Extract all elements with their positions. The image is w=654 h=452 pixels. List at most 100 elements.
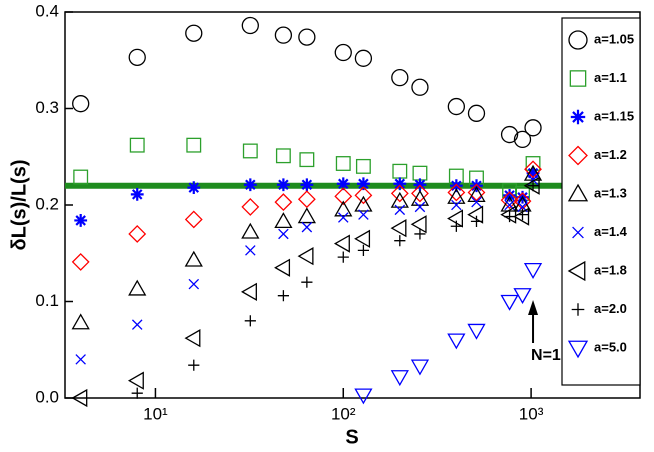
marker: [527, 180, 539, 192]
marker: [357, 244, 370, 256]
marker: [241, 198, 260, 216]
marker: [572, 226, 584, 239]
marker: [241, 222, 260, 239]
marker: [500, 205, 517, 224]
marker: [447, 187, 466, 204]
marker: [334, 187, 353, 206]
marker: [75, 354, 86, 365]
legend-label: a=1.3: [594, 185, 627, 200]
marker: [297, 247, 314, 266]
marker: [185, 24, 203, 42]
marker: [410, 359, 430, 376]
marker: [447, 97, 466, 116]
marker: [500, 125, 519, 144]
marker: [299, 152, 315, 168]
marker: [450, 220, 462, 232]
marker: [570, 109, 586, 125]
marker: [334, 43, 352, 62]
marker: [447, 209, 464, 228]
marker: [568, 30, 588, 50]
marker: [414, 228, 426, 240]
marker: [278, 228, 289, 240]
marker: [500, 294, 519, 311]
marker: [184, 250, 203, 267]
legend-label: a=1.1: [594, 70, 627, 85]
marker: [300, 178, 314, 192]
marker: [513, 207, 530, 226]
x-axis-label: S: [345, 426, 358, 448]
marker: [526, 166, 540, 180]
marker: [503, 210, 516, 223]
marker: [277, 290, 289, 302]
marker: [394, 235, 406, 247]
marker: [354, 49, 373, 67]
legend-label: a=1.2: [594, 147, 627, 162]
marker: [516, 209, 529, 221]
marker: [467, 323, 486, 340]
marker: [276, 178, 290, 192]
marker: [467, 205, 484, 224]
x-tick-label: 10¹: [143, 404, 168, 423]
marker: [73, 169, 89, 185]
marker: [354, 186, 373, 205]
marker: [297, 190, 316, 209]
marker: [274, 258, 291, 277]
legend-label: a=5.0: [594, 339, 627, 354]
marker: [449, 179, 463, 193]
y-tick-label: 0.0: [35, 387, 59, 406]
marker: [131, 387, 143, 399]
marker: [523, 176, 540, 195]
marker: [391, 68, 409, 87]
marker: [243, 178, 257, 192]
marker: [411, 184, 429, 203]
marker: [274, 212, 293, 229]
y-axis-label: δL(s)/L(s): [8, 159, 30, 250]
legend-label: a=1.8: [594, 262, 627, 277]
marker: [337, 251, 349, 263]
marker: [354, 229, 371, 248]
marker: [74, 214, 88, 227]
legend-label: a=1.4: [594, 224, 628, 239]
legend-label: a=2.0: [594, 301, 627, 316]
marker: [513, 288, 532, 305]
marker: [298, 28, 316, 46]
marker: [410, 189, 430, 206]
marker: [571, 303, 585, 316]
marker: [335, 156, 351, 171]
marker: [334, 200, 353, 217]
marker: [467, 183, 486, 202]
marker: [72, 95, 90, 113]
marker: [71, 253, 90, 271]
annotation-arrowhead: [528, 300, 539, 315]
legend-box: [561, 17, 641, 386]
marker: [513, 130, 532, 149]
marker: [470, 215, 483, 228]
marker: [241, 16, 259, 35]
marker: [128, 48, 146, 67]
marker: [471, 196, 482, 208]
marker: [355, 158, 371, 174]
marker: [301, 276, 313, 288]
marker: [354, 195, 373, 212]
marker: [127, 371, 144, 390]
marker: [245, 245, 256, 256]
marker: [447, 183, 466, 202]
marker: [392, 163, 408, 179]
marker: [412, 165, 428, 181]
marker: [184, 210, 203, 229]
marker: [567, 260, 586, 282]
marker: [131, 319, 143, 330]
marker: [410, 215, 427, 234]
marker: [500, 191, 519, 210]
marker: [297, 207, 316, 224]
legend-label: a=1.05: [594, 31, 634, 46]
marker: [467, 104, 486, 122]
legend-label: a=1.15: [594, 108, 634, 123]
marker: [470, 179, 483, 193]
marker: [567, 183, 589, 202]
marker: [187, 181, 201, 195]
marker: [569, 70, 587, 87]
marker: [188, 278, 200, 290]
marker: [71, 388, 88, 408]
y-tick-label: 0.3: [35, 98, 59, 117]
